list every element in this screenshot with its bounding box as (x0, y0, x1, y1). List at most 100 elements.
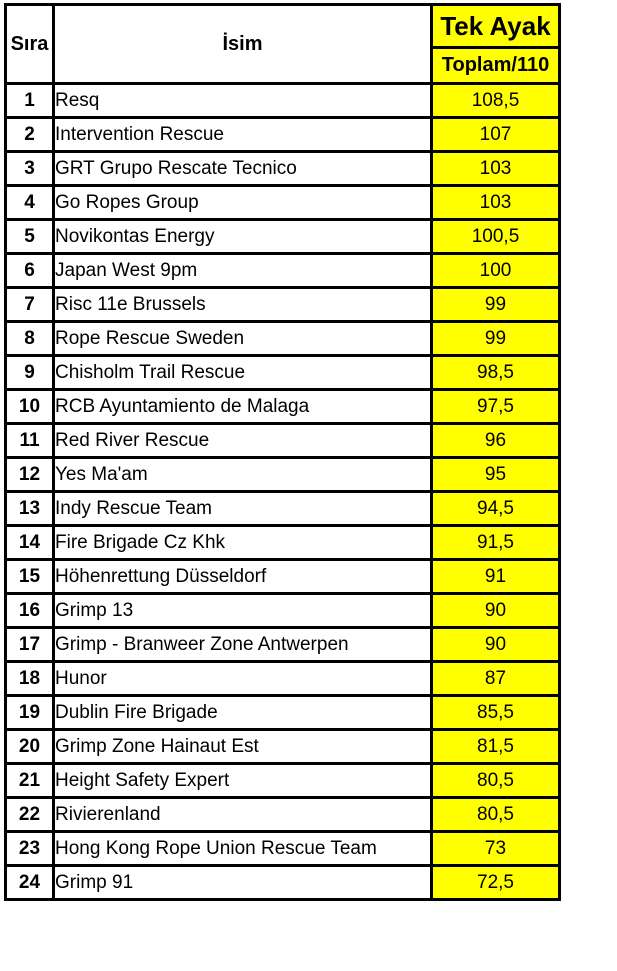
rank-cell: 21 (4, 762, 55, 799)
score-cell: 91,5 (430, 524, 561, 561)
table-row: 20 Grimp Zone Hainaut Est 81,5 (4, 728, 561, 765)
score-cell: 85,5 (430, 694, 561, 731)
table-body: 1 Resq 108,5 2 Intervention Rescue 107 3… (4, 82, 561, 901)
column-header-score-group: Tek Ayak (430, 3, 561, 49)
team-name-cell: Grimp - Branweer Zone Antwerpen (52, 626, 433, 663)
team-name-cell: Resq (52, 82, 433, 119)
team-name-cell: GRT Grupo Rescate Tecnico (52, 150, 433, 187)
team-name-cell: Fire Brigade Cz Khk (52, 524, 433, 561)
team-name-cell: Intervention Rescue (52, 116, 433, 153)
rank-cell: 16 (4, 592, 55, 629)
table-row: 23 Hong Kong Rope Union Rescue Team 73 (4, 830, 561, 867)
rank-cell: 7 (4, 286, 55, 323)
table-row: 22 Rivierenland 80,5 (4, 796, 561, 833)
score-cell: 96 (430, 422, 561, 459)
table-row: 1 Resq 108,5 (4, 82, 561, 119)
team-name-cell: Japan West 9pm (52, 252, 433, 289)
table-row: 21 Height Safety Expert 80,5 (4, 762, 561, 799)
score-cell: 94,5 (430, 490, 561, 527)
table-header: Sıra İsim Tek Ayak Toplam/110 (4, 3, 561, 85)
score-cell: 87 (430, 660, 561, 697)
rank-cell: 12 (4, 456, 55, 493)
table-row: 5 Novikontas Energy 100,5 (4, 218, 561, 255)
score-cell: 80,5 (430, 796, 561, 833)
table-row: 3 GRT Grupo Rescate Tecnico 103 (4, 150, 561, 187)
score-cell: 100 (430, 252, 561, 289)
team-name-cell: Red River Rescue (52, 422, 433, 459)
score-cell: 103 (430, 150, 561, 187)
rank-cell: 17 (4, 626, 55, 663)
rank-cell: 18 (4, 660, 55, 697)
team-name-cell: RCB Ayuntamiento de Malaga (52, 388, 433, 425)
table-row: 4 Go Ropes Group 103 (4, 184, 561, 221)
rank-cell: 19 (4, 694, 55, 731)
score-cell: 98,5 (430, 354, 561, 391)
team-name-cell: Grimp 91 (52, 864, 433, 901)
table-row: 16 Grimp 13 90 (4, 592, 561, 629)
team-name-cell: Höhenrettung Düsseldorf (52, 558, 433, 595)
table-row: 18 Hunor 87 (4, 660, 561, 697)
team-name-cell: Grimp 13 (52, 592, 433, 629)
table-row: 19 Dublin Fire Brigade 85,5 (4, 694, 561, 731)
rank-cell: 11 (4, 422, 55, 459)
table-row: 6 Japan West 9pm 100 (4, 252, 561, 289)
rank-cell: 10 (4, 388, 55, 425)
score-cell: 103 (430, 184, 561, 221)
rank-cell: 3 (4, 150, 55, 187)
rank-cell: 13 (4, 490, 55, 527)
team-name-cell: Go Ropes Group (52, 184, 433, 221)
table-row: 7 Risc 11e Brussels 99 (4, 286, 561, 323)
rank-cell: 8 (4, 320, 55, 357)
score-cell: 72,5 (430, 864, 561, 901)
score-cell: 108,5 (430, 82, 561, 119)
rank-cell: 23 (4, 830, 55, 867)
team-name-cell: Height Safety Expert (52, 762, 433, 799)
table-row: 9 Chisholm Trail Rescue 98,5 (4, 354, 561, 391)
team-name-cell: Novikontas Energy (52, 218, 433, 255)
team-name-cell: Indy Rescue Team (52, 490, 433, 527)
score-cell: 99 (430, 320, 561, 357)
score-cell: 73 (430, 830, 561, 867)
team-name-cell: Rope Rescue Sweden (52, 320, 433, 357)
table-row: 24 Grimp 91 72,5 (4, 864, 561, 901)
rank-cell: 15 (4, 558, 55, 595)
score-cell: 99 (430, 286, 561, 323)
score-cell: 81,5 (430, 728, 561, 765)
rank-cell: 24 (4, 864, 55, 901)
score-cell: 90 (430, 592, 561, 629)
rank-cell: 9 (4, 354, 55, 391)
team-name-cell: Dublin Fire Brigade (52, 694, 433, 731)
table-row: 10 RCB Ayuntamiento de Malaga 97,5 (4, 388, 561, 425)
team-name-cell: Hunor (52, 660, 433, 697)
team-name-cell: Chisholm Trail Rescue (52, 354, 433, 391)
table-row: 11 Red River Rescue 96 (4, 422, 561, 459)
table-row: 8 Rope Rescue Sweden 99 (4, 320, 561, 357)
rank-cell: 5 (4, 218, 55, 255)
team-name-cell: Yes Ma'am (52, 456, 433, 493)
table-row: 12 Yes Ma'am 95 (4, 456, 561, 493)
score-cell: 107 (430, 116, 561, 153)
team-name-cell: Rivierenland (52, 796, 433, 833)
rank-cell: 4 (4, 184, 55, 221)
table-row: 13 Indy Rescue Team 94,5 (4, 490, 561, 527)
score-cell: 91 (430, 558, 561, 595)
table-row: 15 Höhenrettung Düsseldorf 91 (4, 558, 561, 595)
rank-cell: 6 (4, 252, 55, 289)
rank-cell: 20 (4, 728, 55, 765)
column-header-rank: Sıra (4, 3, 55, 85)
score-cell: 100,5 (430, 218, 561, 255)
rank-cell: 1 (4, 82, 55, 119)
team-name-cell: Hong Kong Rope Union Rescue Team (52, 830, 433, 867)
score-cell: 95 (430, 456, 561, 493)
score-cell: 90 (430, 626, 561, 663)
team-name-cell: Risc 11e Brussels (52, 286, 433, 323)
score-cell: 80,5 (430, 762, 561, 799)
ranking-table: Sıra İsim Tek Ayak Toplam/110 1 Resq 108… (4, 3, 561, 901)
table-row: 14 Fire Brigade Cz Khk 91,5 (4, 524, 561, 561)
rank-cell: 2 (4, 116, 55, 153)
table-row: 17 Grimp - Branweer Zone Antwerpen 90 (4, 626, 561, 663)
column-header-name: İsim (52, 3, 433, 85)
column-header-score-sub: Toplam/110 (430, 46, 561, 85)
rank-cell: 14 (4, 524, 55, 561)
